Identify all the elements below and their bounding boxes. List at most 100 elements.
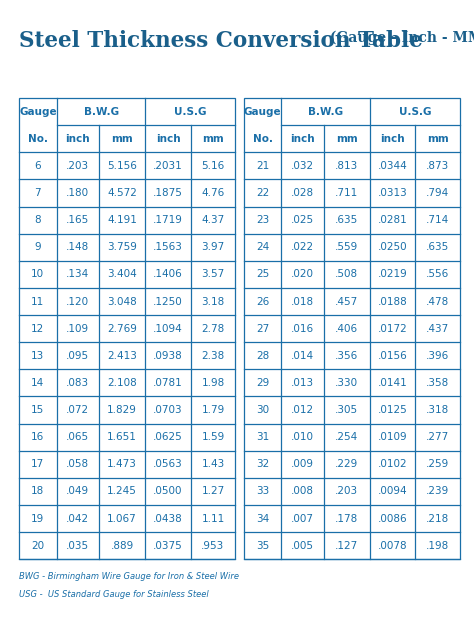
Text: 3.404: 3.404 [107, 269, 137, 279]
Text: 14: 14 [31, 378, 45, 388]
Text: .218: .218 [426, 514, 449, 523]
Text: .022: .022 [291, 242, 314, 252]
Text: 32: 32 [256, 459, 269, 470]
Text: inch: inch [381, 134, 405, 143]
Text: .508: .508 [335, 269, 358, 279]
Text: .0281: .0281 [378, 215, 408, 225]
Text: No.: No. [253, 134, 273, 143]
Text: 20: 20 [31, 541, 45, 550]
Text: .254: .254 [335, 432, 358, 442]
Text: .095: .095 [66, 351, 90, 361]
Text: .025: .025 [291, 215, 314, 225]
Text: 1.067: 1.067 [107, 514, 137, 523]
Text: .259: .259 [426, 459, 449, 470]
Text: Gauge: Gauge [244, 107, 282, 116]
Text: .318: .318 [426, 405, 449, 415]
Text: .014: .014 [291, 351, 314, 361]
Text: 3.57: 3.57 [201, 269, 225, 279]
Text: .478: .478 [426, 296, 449, 307]
Text: 6: 6 [35, 161, 41, 171]
Text: .0094: .0094 [378, 487, 408, 497]
Text: .083: .083 [66, 378, 90, 388]
Text: 21: 21 [256, 161, 269, 171]
Text: .058: .058 [66, 459, 90, 470]
Text: 2.769: 2.769 [107, 324, 137, 334]
Text: .020: .020 [291, 269, 314, 279]
Text: .437: .437 [426, 324, 449, 334]
Text: .018: .018 [291, 296, 314, 307]
Text: inch: inch [156, 134, 181, 143]
Text: 4.572: 4.572 [107, 188, 137, 198]
Text: 33: 33 [256, 487, 269, 497]
Text: USG -  US Standard Gauge for Stainless Steel: USG - US Standard Gauge for Stainless St… [19, 590, 209, 599]
Text: 35: 35 [256, 541, 269, 550]
Text: 1.27: 1.27 [201, 487, 225, 497]
Text: 3.97: 3.97 [201, 242, 225, 252]
Text: 4.37: 4.37 [201, 215, 225, 225]
Text: mm: mm [427, 134, 448, 143]
Text: 5.16: 5.16 [201, 161, 225, 171]
Text: .330: .330 [335, 378, 358, 388]
Text: .0219: .0219 [378, 269, 408, 279]
Text: .127: .127 [335, 541, 358, 550]
Text: .007: .007 [291, 514, 314, 523]
Text: 1.651: 1.651 [107, 432, 137, 442]
Text: 30: 30 [256, 405, 269, 415]
Text: .0781: .0781 [153, 378, 183, 388]
Text: 18: 18 [31, 487, 45, 497]
Text: 22: 22 [256, 188, 269, 198]
Text: .0375: .0375 [153, 541, 183, 550]
Text: 10: 10 [31, 269, 45, 279]
Text: .0500: .0500 [154, 487, 183, 497]
Text: 31: 31 [256, 432, 269, 442]
Text: 25: 25 [256, 269, 269, 279]
Text: .1094: .1094 [153, 324, 183, 334]
Text: .406: .406 [335, 324, 358, 334]
Text: (Gauge - Inch - MM): (Gauge - Inch - MM) [325, 30, 474, 45]
Text: 23: 23 [256, 215, 269, 225]
Text: .0102: .0102 [378, 459, 408, 470]
Text: No.: No. [28, 134, 48, 143]
Text: 34: 34 [256, 514, 269, 523]
Text: .008: .008 [291, 487, 314, 497]
Text: .009: .009 [291, 459, 314, 470]
Text: .0188: .0188 [378, 296, 408, 307]
Text: .358: .358 [426, 378, 449, 388]
Text: .065: .065 [66, 432, 90, 442]
Text: .229: .229 [335, 459, 358, 470]
Text: 1.43: 1.43 [201, 459, 225, 470]
Text: .0938: .0938 [153, 351, 183, 361]
Text: .203: .203 [66, 161, 90, 171]
Text: 3.18: 3.18 [201, 296, 225, 307]
Text: BWG - Birmingham Wire Gauge for Iron & Steel Wire: BWG - Birmingham Wire Gauge for Iron & S… [19, 572, 239, 581]
Text: .165: .165 [66, 215, 90, 225]
Text: 4.76: 4.76 [201, 188, 225, 198]
Text: Gauge: Gauge [19, 107, 57, 116]
Text: .1875: .1875 [153, 188, 183, 198]
Text: .134: .134 [66, 269, 90, 279]
Text: 1.473: 1.473 [107, 459, 137, 470]
Bar [19, 98, 235, 559]
Text: 3.759: 3.759 [107, 242, 137, 252]
Text: 11: 11 [31, 296, 45, 307]
Text: 2.38: 2.38 [201, 351, 225, 361]
Text: .0563: .0563 [153, 459, 183, 470]
Text: .198: .198 [426, 541, 449, 550]
Text: .277: .277 [426, 432, 449, 442]
Text: .714: .714 [426, 215, 449, 225]
Text: 2.108: 2.108 [107, 378, 137, 388]
Text: 2.78: 2.78 [201, 324, 225, 334]
Text: 15: 15 [31, 405, 45, 415]
Text: 4.191: 4.191 [107, 215, 137, 225]
Text: 17: 17 [31, 459, 45, 470]
Text: 9: 9 [35, 242, 41, 252]
Text: .0172: .0172 [378, 324, 408, 334]
Text: .072: .072 [66, 405, 90, 415]
Text: 24: 24 [256, 242, 269, 252]
Text: .0250: .0250 [378, 242, 408, 252]
Text: 26: 26 [256, 296, 269, 307]
Text: .1719: .1719 [153, 215, 183, 225]
Text: mm: mm [336, 134, 358, 143]
Text: .559: .559 [335, 242, 358, 252]
Text: 1.829: 1.829 [107, 405, 137, 415]
